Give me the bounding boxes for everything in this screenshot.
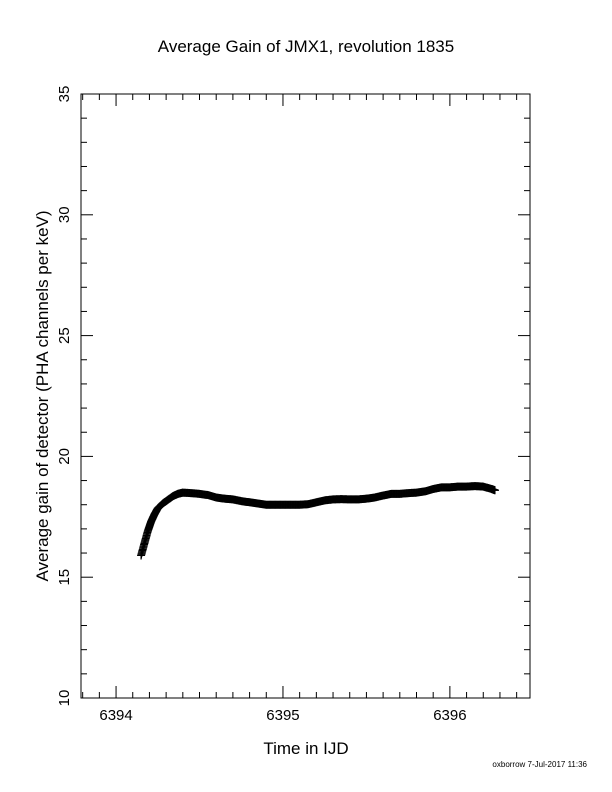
y-tick-label: 15 <box>56 569 73 586</box>
data-point-marker <box>490 486 499 495</box>
y-tick-label: 30 <box>56 206 73 223</box>
x-axis-label: Time in IJD <box>263 739 348 758</box>
x-tick-label: 6394 <box>99 707 132 724</box>
axis-ticks <box>81 93 530 699</box>
y-tick-label: 25 <box>56 327 73 344</box>
x-tick-label: 6395 <box>266 707 299 724</box>
y-axis-label: Average gain of detector (PHA channels p… <box>33 210 52 581</box>
axis-tick-labels: 6394 6395 6396 10 15 20 25 30 35 <box>56 86 467 724</box>
footer-stamp: oxborrow 7-Jul-2017 11:36 <box>492 760 587 769</box>
data-points <box>137 482 499 560</box>
y-tick-label: 10 <box>56 690 73 707</box>
x-tick-label: 6396 <box>433 707 466 724</box>
plot-frame <box>80 93 531 699</box>
y-tick-label: 35 <box>56 86 73 103</box>
chart-title: Average Gain of JMX1, revolution 1835 <box>158 37 454 56</box>
y-tick-label: 20 <box>56 448 73 465</box>
